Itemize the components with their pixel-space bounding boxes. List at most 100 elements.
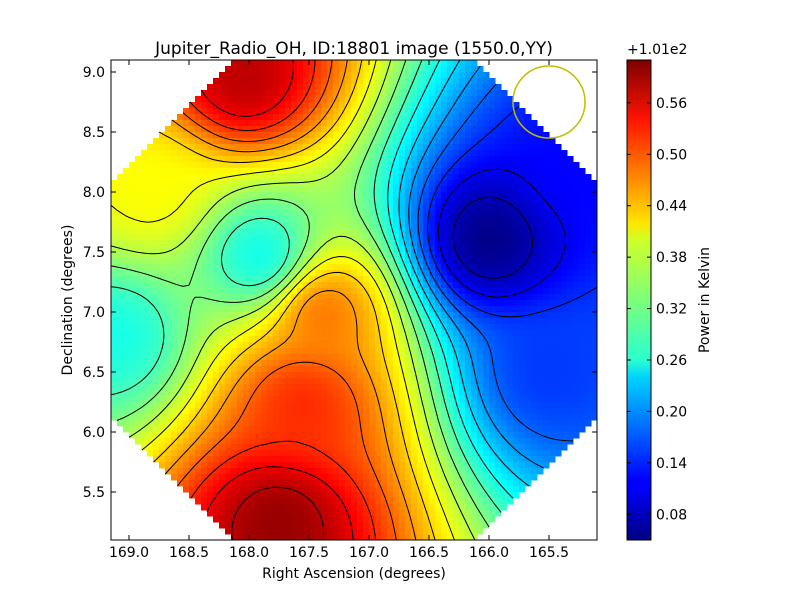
map-cell <box>291 300 298 307</box>
map-cell <box>435 330 442 337</box>
map-cell <box>159 372 166 379</box>
map-cell <box>507 264 514 271</box>
map-cell <box>153 390 160 397</box>
map-cell <box>243 438 250 445</box>
map-cell <box>369 288 376 295</box>
map-cell <box>591 294 597 301</box>
map-cell <box>489 450 496 457</box>
map-cell <box>537 414 544 421</box>
map-cell <box>141 324 148 331</box>
map-cell <box>411 102 418 109</box>
map-cell <box>363 384 370 391</box>
map-cell <box>381 456 388 463</box>
map-cell <box>501 264 508 271</box>
map-cell <box>459 432 466 439</box>
map-cell <box>135 240 142 247</box>
map-cell <box>519 318 526 325</box>
map-cell <box>471 360 478 367</box>
map-cell <box>459 210 466 217</box>
map-cell <box>207 186 214 193</box>
map-cell <box>531 378 538 385</box>
map-cell <box>459 276 466 283</box>
map-cell <box>417 378 424 385</box>
map-cell <box>351 462 358 469</box>
map-cell <box>531 222 538 229</box>
map-cell <box>285 126 292 133</box>
map-cell <box>459 288 466 295</box>
map-cell <box>339 264 346 271</box>
map-cell <box>501 420 508 427</box>
map-cell <box>363 294 370 301</box>
map-cell <box>375 408 382 415</box>
map-cell <box>123 402 130 409</box>
map-cell <box>585 300 592 307</box>
map-cell <box>393 462 400 469</box>
map-cell <box>405 378 412 385</box>
map-cell <box>531 156 538 163</box>
map-cell <box>153 330 160 337</box>
map-cell <box>363 222 370 229</box>
map-cell <box>279 324 286 331</box>
map-cell <box>471 186 478 193</box>
map-cell <box>471 162 478 169</box>
map-cell <box>183 264 190 271</box>
map-cell <box>237 240 244 247</box>
map-cell <box>243 318 250 325</box>
map-cell <box>243 378 250 385</box>
map-cell <box>573 336 580 343</box>
map-cell <box>273 432 280 439</box>
map-cell <box>507 426 514 433</box>
map-cell <box>477 120 484 127</box>
map-cell <box>405 456 412 463</box>
map-cell <box>381 126 388 133</box>
map-cell <box>159 330 166 337</box>
map-cell <box>171 162 178 169</box>
map-cell <box>579 420 586 427</box>
map-cell <box>591 246 597 253</box>
map-cell <box>237 354 244 361</box>
map-cell <box>363 432 370 439</box>
map-cell <box>387 366 394 373</box>
map-cell <box>471 390 478 397</box>
map-cell <box>423 264 430 271</box>
map-cell <box>465 108 472 115</box>
map-cell <box>543 438 550 445</box>
map-cell <box>495 378 502 385</box>
map-cell <box>537 300 544 307</box>
map-cell <box>231 210 238 217</box>
map-cell <box>429 456 436 463</box>
map-cell <box>537 366 544 373</box>
map-cell <box>243 192 250 199</box>
map-cell <box>207 168 214 175</box>
map-cell <box>195 240 202 247</box>
map-cell <box>195 336 202 343</box>
map-cell <box>477 222 484 229</box>
map-cell <box>111 246 118 253</box>
map-cell <box>519 288 526 295</box>
map-cell <box>453 402 460 409</box>
map-cell <box>297 222 304 229</box>
map-cell <box>195 120 202 127</box>
map-cell <box>159 348 166 355</box>
map-cell <box>507 456 514 463</box>
map-cell <box>543 426 550 433</box>
map-cell <box>159 294 166 301</box>
map-cell <box>297 114 304 121</box>
map-cell <box>297 300 304 307</box>
map-cell <box>189 210 196 217</box>
map-cell <box>147 168 154 175</box>
map-cell <box>477 372 484 379</box>
map-cell <box>213 462 220 469</box>
map-cell <box>405 240 412 247</box>
map-cell <box>237 114 244 121</box>
map-cell <box>111 324 118 331</box>
map-cell <box>279 288 286 295</box>
map-cell <box>207 90 214 97</box>
map-cell <box>285 384 292 391</box>
map-cell <box>393 312 400 319</box>
map-cell <box>297 72 304 79</box>
map-cell <box>213 78 220 85</box>
map-cell <box>117 228 124 235</box>
map-cell <box>285 204 292 211</box>
map-cell <box>381 162 388 169</box>
